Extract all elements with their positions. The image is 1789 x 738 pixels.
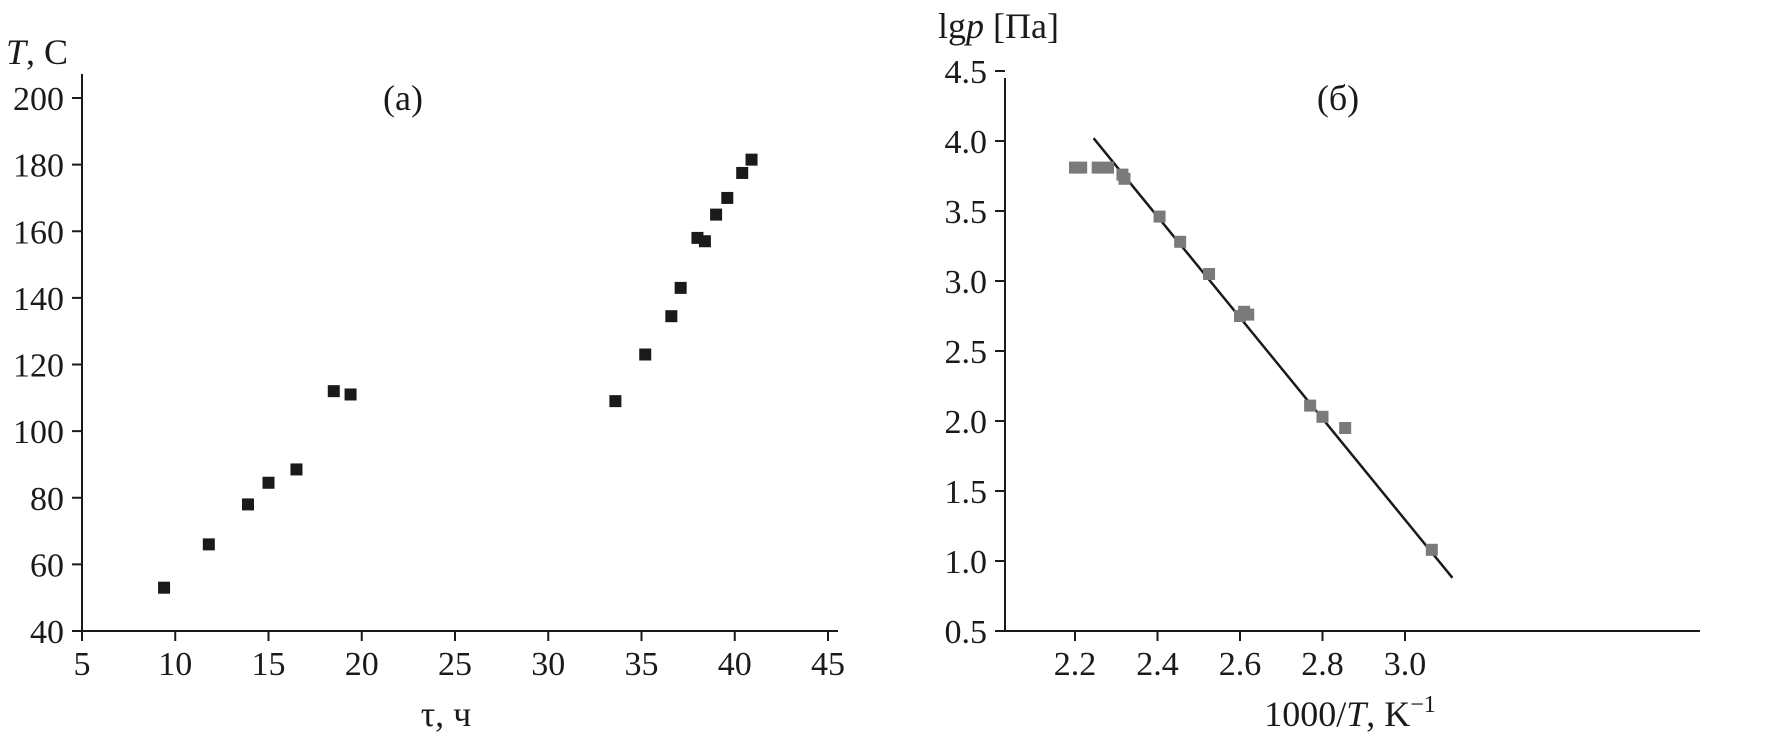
panel-b-y-tick-label: 0.5: [945, 614, 988, 651]
panel-b-data-point: [1091, 161, 1104, 174]
panel-b-y-tick-label: 1.0: [945, 544, 988, 581]
panel-b-x-tick-label: 2.6: [1219, 646, 1262, 683]
panel-a-data-point: [262, 476, 275, 489]
panel-b-y-tick-label: 3.0: [945, 264, 988, 301]
panel-a-x-tick-label: 5: [74, 646, 91, 683]
panel-a-y-axis-title: T, С: [6, 32, 68, 72]
panel-b-data-point: [1316, 410, 1329, 423]
panel-a-chart: 5 10 15 20 25 30 35 40 45 40 60 80 100 120 140 160 180 20…: [6, 32, 845, 734]
panel-a-x-axis-title: τ, ч: [421, 694, 472, 734]
panel-b-data-point: [1203, 268, 1216, 280]
panel-b-axes: [1004, 78, 1700, 632]
panel-a-x-tick-label: 10: [158, 646, 192, 683]
panel-b-y-tick-label: 2.5: [945, 334, 988, 371]
panel-a-label: (а): [383, 78, 423, 118]
panel-b-data-point: [1339, 422, 1352, 434]
panel-a-x-tick-label: 35: [625, 646, 659, 683]
panel-a-y-tick-label: 120: [13, 348, 64, 385]
panel-a-data-point: [158, 581, 171, 594]
panel-a-ticks: 5 10 15 20 25 30 35 40 45 40 60 80 100 120 140 160 180 20…: [13, 81, 845, 683]
panel-b-y-axis-title: lgp [Па]: [938, 6, 1059, 46]
panel-a-data-point: [745, 153, 758, 166]
panel-b-points: [1069, 137, 1454, 579]
panel-b-x-tick-label: 2.4: [1136, 646, 1179, 683]
panel-b-chart: 2.2 2.4 2.6 2.8 3.0 0.5 1.0 1.5 2.0 2.5 3.0 3.5 4.0 4…: [938, 6, 1700, 734]
panel-a-y-tick-label: 160: [13, 214, 64, 251]
panel-a-data-point: [202, 538, 215, 551]
panel-b-y-tick-label: 2.0: [945, 404, 988, 441]
panel-a-points: [158, 153, 758, 594]
panel-a-axes: [81, 74, 838, 632]
panel-a-data-point: [698, 235, 711, 248]
panel-b-x-tick-label: 2.2: [1054, 646, 1097, 683]
panel-a-x-tick-label: 15: [252, 646, 286, 683]
panel-a-x-tick-label: 20: [345, 646, 379, 683]
panel-b-data-point: [1118, 172, 1131, 185]
panel-b-fit-line: [1092, 137, 1454, 579]
panel-a-x-tick-label: 25: [438, 646, 472, 683]
panel-b-data-point: [1304, 399, 1317, 412]
panel-b-data-point: [1242, 308, 1255, 321]
panel-a-y-tick-label: 140: [13, 281, 64, 318]
panel-a-x-tick-label: 45: [811, 646, 845, 683]
panel-b-y-tick-label: 3.5: [945, 194, 988, 231]
panel-a-data-point: [721, 191, 734, 204]
panel-a-data-point: [609, 395, 622, 408]
panel-a-data-point: [710, 208, 723, 221]
panel-b-data-point: [1075, 161, 1088, 174]
panel-a-y-tick-label: 100: [13, 414, 64, 451]
panel-a-y-tick-label: 80: [30, 481, 64, 518]
panel-a-data-point: [639, 348, 652, 361]
panel-b-data-point: [1153, 210, 1166, 223]
panel-a-y-tick-label: 60: [30, 547, 64, 584]
panel-b-y-tick-label: 4.5: [945, 54, 988, 91]
panel-b-label: (б): [1317, 78, 1359, 118]
panel-a-data-point: [327, 385, 340, 398]
panel-b-y-tick-label: 4.0: [945, 124, 988, 161]
panel-a-x-tick-label: 40: [718, 646, 752, 683]
panel-a-data-point: [290, 463, 303, 476]
panel-a-data-point: [674, 281, 687, 294]
panel-a-x-tick-label: 30: [531, 646, 565, 683]
panel-a-y-tick-label: 180: [13, 148, 64, 185]
panel-b-x-tick-label: 3.0: [1384, 646, 1427, 683]
panel-a-data-point: [736, 166, 749, 179]
panel-b-ticks: 2.2 2.4 2.6 2.8 3.0 0.5 1.0 1.5 2.0 2.5 3.0 3.5 4.0 4…: [945, 54, 1427, 683]
panel-b-data-point: [1425, 543, 1438, 556]
panel-a-y-tick-label: 40: [30, 614, 64, 651]
panel-b-x-axis-title: 1000/T, K−1: [1264, 692, 1436, 734]
panel-b-data-point: [1102, 161, 1114, 174]
panel-a-y-tick-label: 200: [13, 81, 64, 118]
panel-b-x-tick-label: 2.8: [1301, 646, 1344, 683]
panel-a-data-point: [665, 310, 678, 323]
panel-a-data-point: [241, 498, 254, 511]
panel-a-data-point: [344, 388, 357, 401]
panel-b-data-point: [1174, 235, 1187, 248]
panel-b-y-tick-label: 1.5: [945, 474, 988, 511]
